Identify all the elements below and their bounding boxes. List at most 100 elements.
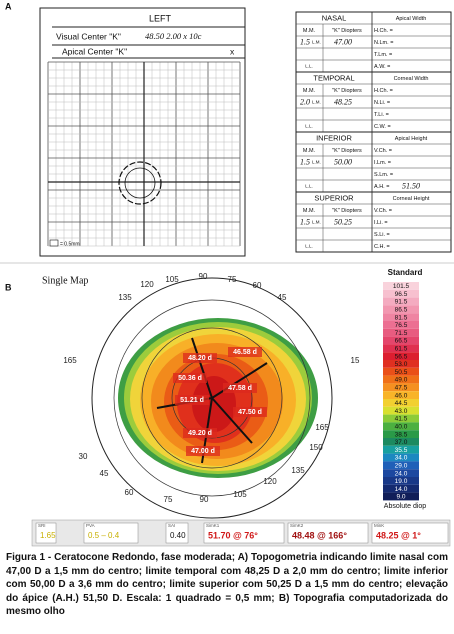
angle-label: 135 — [118, 293, 132, 302]
scale-footer: Absolute diop — [384, 503, 427, 510]
scale-label: 66.5 — [395, 338, 408, 345]
value-bg — [183, 428, 217, 438]
scale-label: 86.5 — [395, 307, 408, 314]
map-value: 47.00 d — [191, 448, 215, 455]
column-label: "K" Diopters — [332, 148, 362, 154]
meridian — [211, 362, 268, 399]
angle-label: 120 — [140, 280, 154, 289]
scale-box — [49, 239, 59, 247]
figure: A LEFT Visual Center "K" 48.50 2.00 x 10c Ap… — [0, 1, 454, 547]
scale-swatch — [383, 469, 419, 477]
scale-swatch — [383, 422, 419, 431]
index-cell — [83, 522, 139, 544]
scale-swatch — [383, 445, 419, 454]
angle-label: 135 — [291, 466, 305, 475]
angle-label: 105 — [233, 490, 247, 499]
index-value: 1.65 — [40, 531, 56, 540]
scale-label: 61.5 — [395, 346, 408, 353]
value-bg — [223, 383, 257, 393]
angle-label: 165 — [63, 356, 77, 365]
scale-label: 43.0 — [395, 408, 408, 415]
value-bg — [175, 395, 209, 405]
index-cell — [35, 522, 57, 544]
scale-label: 40.0 — [395, 424, 408, 431]
angle-label: 30 — [79, 452, 88, 461]
scale-label: 101.5 — [393, 283, 410, 290]
field-label: C.H. = — [374, 244, 390, 250]
index-cell — [165, 522, 189, 544]
handwritten-value: 50.25 — [334, 217, 352, 226]
angle-label: 45 — [278, 293, 287, 302]
scale-swatch — [383, 492, 419, 501]
scale-label: 47.5 — [395, 385, 408, 392]
scale-label: 53.0 — [395, 361, 408, 368]
scale-swatch — [383, 367, 419, 376]
row-label: L.L. — [305, 244, 313, 249]
row-label: L.L. — [305, 184, 313, 189]
handwritten-value: 1.5 — [300, 37, 310, 46]
index-cell — [203, 522, 285, 544]
column-label: "K" Diopters — [332, 208, 362, 214]
scale-swatch — [383, 414, 419, 423]
scale-swatch — [383, 477, 419, 485]
scale-swatch — [383, 453, 419, 462]
outer-circle — [91, 277, 333, 519]
scale-swatch — [383, 297, 419, 306]
section-title: INFERIOR — [316, 133, 352, 142]
value-bg — [228, 347, 262, 357]
field-label: Visual Center "K" — [56, 31, 121, 41]
index-name: SRI — [38, 523, 46, 528]
index-name: SimK1 — [206, 523, 220, 528]
angle-label: 15 — [351, 356, 360, 365]
cornea-outline — [118, 161, 162, 205]
scale-swatch — [383, 344, 419, 353]
field-label: V.Ch. = — [374, 148, 392, 154]
field-label: I.Lm. = — [374, 160, 391, 166]
angle-label: 105 — [165, 275, 179, 284]
column-label: M.M. — [303, 208, 316, 214]
handwritten-value: 50.00 — [334, 157, 352, 166]
handwritten-value: 48.25 — [334, 97, 352, 106]
handwritten-value: 1.5 — [300, 157, 310, 166]
index-name: PVA — [86, 523, 95, 528]
map-title: Single Map — [42, 275, 88, 286]
angle-label: 90 — [199, 272, 208, 281]
field-label: I.Li. = — [374, 220, 388, 226]
field-label: A.W. = — [374, 64, 390, 70]
index-value: 48.48 @ 166° — [292, 530, 347, 540]
scale-label: 76.5 — [395, 322, 408, 329]
value-bg — [173, 373, 207, 383]
scale-label: 91.5 — [395, 299, 408, 306]
field-label: T.Lm. = — [374, 52, 392, 58]
map-value: 47.50 d — [238, 409, 262, 416]
index-name: MinK — [374, 523, 384, 528]
field-label: H.Ch. = — [374, 88, 393, 94]
scale-swatch — [383, 461, 419, 470]
handwritten-value: 47.00 — [334, 37, 352, 46]
handwritten-value: 1.5 — [300, 217, 310, 226]
row-label: L.M. — [312, 40, 321, 45]
chart-frame — [39, 7, 246, 257]
map-value: 51.21 d — [180, 397, 204, 404]
value-bg — [186, 446, 220, 456]
angle-label: 75 — [164, 495, 173, 504]
map-value: 48.20 d — [188, 355, 212, 362]
handwritten-value: 2.0 — [300, 97, 310, 106]
field-label: Apical Center "K" — [62, 46, 127, 56]
row-label: L.L. — [305, 64, 313, 69]
scale-label: 96.5 — [395, 291, 408, 298]
section-title: NASAL — [322, 13, 347, 22]
section-measure: Corneal Height — [393, 196, 430, 202]
scale-swatch — [383, 383, 419, 392]
scale-label: 29.0 — [395, 463, 408, 470]
scale-label: 44.5 — [395, 400, 408, 407]
scale-label: 35.5 — [395, 447, 408, 454]
map-value: 50.36 d — [178, 375, 202, 382]
index-value: 0.5 – 0.4 — [88, 531, 120, 540]
field-label: S.Lm. = — [374, 172, 393, 178]
value-bg — [233, 407, 267, 417]
meridian — [191, 337, 213, 399]
scale-label: 19.0 — [395, 478, 408, 485]
map-value: 47.58 d — [228, 385, 252, 392]
